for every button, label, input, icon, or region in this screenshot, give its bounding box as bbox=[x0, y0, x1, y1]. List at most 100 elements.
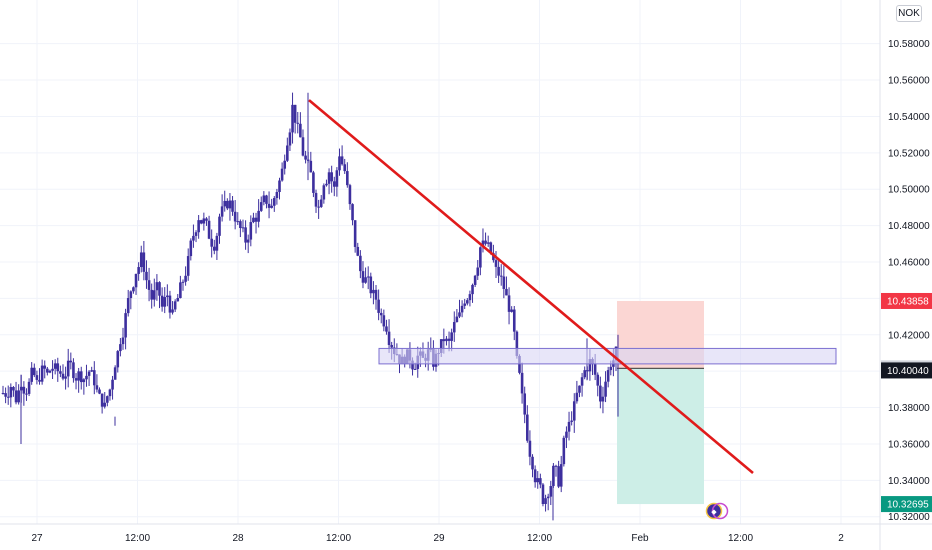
time-tick-label: 2 bbox=[838, 533, 844, 544]
candle-body bbox=[186, 256, 190, 276]
candle-body bbox=[259, 202, 263, 211]
candle-body bbox=[387, 331, 391, 345]
candle-body bbox=[533, 469, 537, 483]
candle-body bbox=[390, 344, 393, 348]
price-tick-label: 10.54000 bbox=[888, 112, 930, 123]
broker-logo-icon[interactable]: ◆ bbox=[705, 502, 729, 520]
candle-body bbox=[199, 220, 203, 224]
candle-body bbox=[56, 363, 60, 372]
candle-body bbox=[155, 282, 159, 291]
candle-body bbox=[171, 309, 174, 313]
drawing-overlays[interactable] bbox=[308, 99, 837, 475]
candle-body bbox=[319, 199, 323, 207]
candle-body bbox=[100, 393, 104, 407]
candle-body bbox=[361, 271, 365, 283]
time-axis[interactable]: 27 12:00 28 12:00 29 12:00 Feb 12:00 2 bbox=[0, 523, 932, 544]
candle-body bbox=[48, 370, 52, 373]
candle-body bbox=[30, 367, 33, 382]
candle-body bbox=[565, 431, 568, 438]
candle-body bbox=[379, 312, 383, 316]
candle-body bbox=[121, 337, 125, 345]
candle-body bbox=[228, 200, 232, 209]
candle-body bbox=[369, 276, 373, 294]
candle-body bbox=[332, 181, 336, 187]
time-tick-label: 28 bbox=[232, 533, 244, 544]
price-axis[interactable]: 10.3200010.3400010.3600010.3800010.40000… bbox=[879, 0, 930, 550]
candle-body bbox=[233, 211, 237, 222]
candle-body bbox=[223, 200, 227, 207]
candle-body bbox=[510, 309, 513, 312]
candle-body bbox=[531, 456, 534, 470]
candle-body bbox=[382, 315, 386, 327]
candle-body bbox=[139, 252, 143, 268]
price-tick-label: 10.56000 bbox=[888, 76, 930, 87]
candle-body bbox=[280, 168, 284, 181]
candle-body bbox=[116, 351, 120, 368]
candle-body bbox=[599, 385, 602, 402]
candle-body bbox=[557, 466, 560, 487]
candle-body bbox=[72, 362, 75, 379]
candle-body bbox=[541, 484, 545, 505]
candle-body bbox=[346, 171, 349, 186]
price-tag-label: 10.32695 bbox=[887, 500, 929, 511]
candle-body bbox=[158, 282, 161, 296]
candle-body bbox=[299, 123, 302, 138]
candle-body bbox=[450, 332, 453, 341]
candle-body bbox=[518, 355, 521, 373]
candle-body bbox=[502, 276, 506, 289]
time-tick-label: 12:00 bbox=[125, 533, 150, 544]
candle-body bbox=[119, 344, 122, 352]
candle-body bbox=[338, 156, 341, 171]
candle-body bbox=[385, 326, 388, 332]
candle-body bbox=[106, 396, 109, 403]
candle-body bbox=[64, 376, 67, 379]
symbol-badge[interactable]: NOK bbox=[896, 5, 922, 22]
candle-body bbox=[69, 360, 73, 363]
take-profit-zone bbox=[617, 368, 704, 505]
candle-body bbox=[515, 331, 519, 356]
candle-body bbox=[286, 145, 289, 161]
candle-body bbox=[59, 371, 62, 374]
candle-body bbox=[192, 235, 195, 241]
candle-body bbox=[212, 246, 216, 251]
candle-body bbox=[27, 381, 31, 394]
price-tick-label: 10.42000 bbox=[888, 330, 930, 341]
candle-body bbox=[210, 238, 213, 247]
candle-body bbox=[40, 365, 44, 382]
candle-body bbox=[351, 204, 354, 221]
candle-body bbox=[445, 338, 448, 342]
candle-body bbox=[12, 387, 15, 391]
candle-body bbox=[481, 240, 485, 248]
candle-body bbox=[520, 372, 524, 394]
candle-body bbox=[35, 375, 39, 380]
candle-body bbox=[103, 402, 107, 407]
candle-body bbox=[95, 385, 99, 390]
candle-body bbox=[330, 172, 333, 182]
candle-body bbox=[132, 287, 135, 292]
candle-body bbox=[249, 222, 253, 240]
time-tick-label: 12:00 bbox=[728, 533, 753, 544]
candle-body bbox=[244, 227, 247, 243]
candle-body bbox=[166, 295, 169, 298]
candle-body bbox=[61, 373, 65, 379]
time-tick-label: Feb bbox=[631, 533, 649, 544]
time-tick-label: 12:00 bbox=[326, 533, 351, 544]
candle-body bbox=[1, 393, 5, 394]
candle-body bbox=[278, 180, 281, 193]
candle-body bbox=[601, 396, 605, 402]
candle-body bbox=[207, 220, 211, 239]
candle-body bbox=[463, 303, 467, 306]
candle-body bbox=[314, 192, 318, 207]
candle-body bbox=[546, 496, 550, 499]
candle-body bbox=[335, 170, 339, 187]
candle-body bbox=[205, 218, 208, 221]
candle-body bbox=[562, 437, 566, 465]
candle-body bbox=[53, 363, 57, 369]
candle-body bbox=[184, 275, 187, 282]
candle-body bbox=[252, 217, 255, 223]
candle-body bbox=[152, 290, 156, 300]
candle-body bbox=[497, 266, 500, 276]
candle-body bbox=[554, 465, 558, 467]
